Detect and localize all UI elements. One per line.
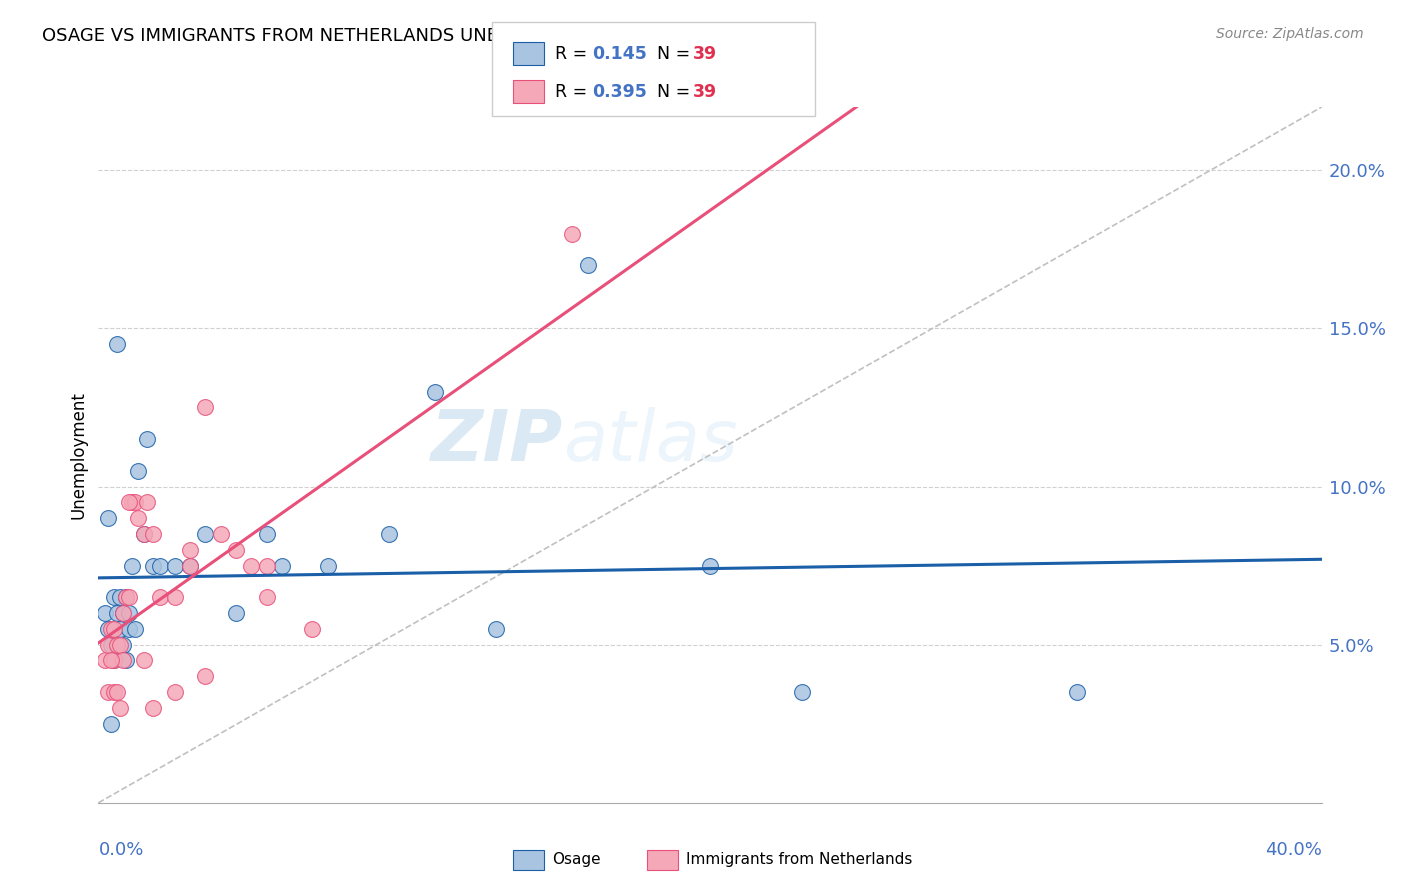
Point (301, 622, 323, 636)
Point (194, 401, 217, 415)
Point (103, 622, 125, 636)
Text: 40.0%: 40.0% (1265, 841, 1322, 859)
Point (115, 591, 138, 605)
Point (115, 653, 138, 667)
Point (118, 622, 141, 636)
Point (108, 591, 131, 605)
Point (134, 653, 156, 667)
Point (134, 527, 156, 541)
Point (97, 685, 120, 699)
Text: 0.0%: 0.0% (98, 841, 143, 859)
Text: 0.395: 0.395 (592, 83, 647, 101)
Point (576, 258, 599, 272)
Point (105, 685, 128, 699)
Text: N =: N = (657, 83, 696, 101)
Point (225, 542, 247, 557)
Point (97, 511, 120, 525)
Point (97, 622, 120, 636)
Point (256, 527, 278, 541)
Point (127, 511, 149, 525)
Point (270, 558, 294, 573)
Point (111, 638, 134, 652)
Point (136, 432, 159, 446)
Point (93, 606, 115, 620)
Point (118, 591, 141, 605)
Point (121, 495, 143, 509)
Point (105, 337, 128, 351)
Point (194, 669, 217, 683)
Point (121, 558, 143, 573)
Point (103, 591, 125, 605)
Point (124, 495, 146, 509)
Point (163, 685, 186, 699)
Point (256, 558, 278, 573)
Text: Osage: Osage (553, 853, 602, 867)
Point (97, 638, 120, 652)
Point (142, 558, 165, 573)
Point (194, 527, 217, 541)
Point (699, 558, 721, 573)
Point (93, 653, 115, 667)
Point (103, 653, 125, 667)
Point (179, 558, 201, 573)
Point (209, 527, 232, 541)
Point (100, 622, 122, 636)
Text: 39: 39 (693, 45, 717, 62)
Text: 39: 39 (693, 83, 717, 101)
Y-axis label: Unemployment: Unemployment (69, 391, 87, 519)
Text: ZIP: ZIP (432, 407, 564, 475)
Text: R =: R = (555, 83, 593, 101)
Point (163, 558, 186, 573)
Point (1066, 685, 1088, 699)
Point (105, 638, 128, 652)
Point (118, 495, 141, 509)
Point (240, 558, 263, 573)
Point (163, 591, 186, 605)
Point (142, 701, 165, 715)
Point (225, 606, 247, 620)
Text: OSAGE VS IMMIGRANTS FROM NETHERLANDS UNEMPLOYMENT CORRELATION CHART: OSAGE VS IMMIGRANTS FROM NETHERLANDS UNE… (42, 27, 810, 45)
Point (142, 527, 165, 541)
Point (108, 638, 131, 652)
Point (111, 606, 134, 620)
Point (149, 591, 172, 605)
Point (118, 606, 141, 620)
Point (134, 527, 156, 541)
Point (100, 716, 122, 731)
Point (103, 685, 125, 699)
Point (316, 558, 339, 573)
Point (103, 653, 125, 667)
Point (256, 591, 278, 605)
Point (179, 558, 201, 573)
Point (378, 527, 401, 541)
Text: R =: R = (555, 45, 593, 62)
Text: atlas: atlas (564, 407, 738, 475)
Point (100, 638, 122, 652)
Point (485, 622, 508, 636)
Point (423, 384, 446, 399)
Point (790, 685, 813, 699)
Point (149, 558, 172, 573)
Point (105, 606, 128, 620)
Point (100, 653, 122, 667)
Point (179, 542, 201, 557)
Point (108, 701, 131, 715)
Point (124, 622, 146, 636)
Point (127, 464, 149, 478)
Text: Immigrants from Netherlands: Immigrants from Netherlands (686, 853, 912, 867)
Text: N =: N = (657, 45, 696, 62)
Point (111, 653, 134, 667)
Text: Source: ZipAtlas.com: Source: ZipAtlas.com (1216, 27, 1364, 41)
Point (111, 606, 134, 620)
Point (105, 638, 128, 652)
Point (115, 591, 138, 605)
Text: 0.145: 0.145 (592, 45, 647, 62)
Point (108, 622, 131, 636)
Point (561, 227, 583, 241)
Point (136, 495, 159, 509)
